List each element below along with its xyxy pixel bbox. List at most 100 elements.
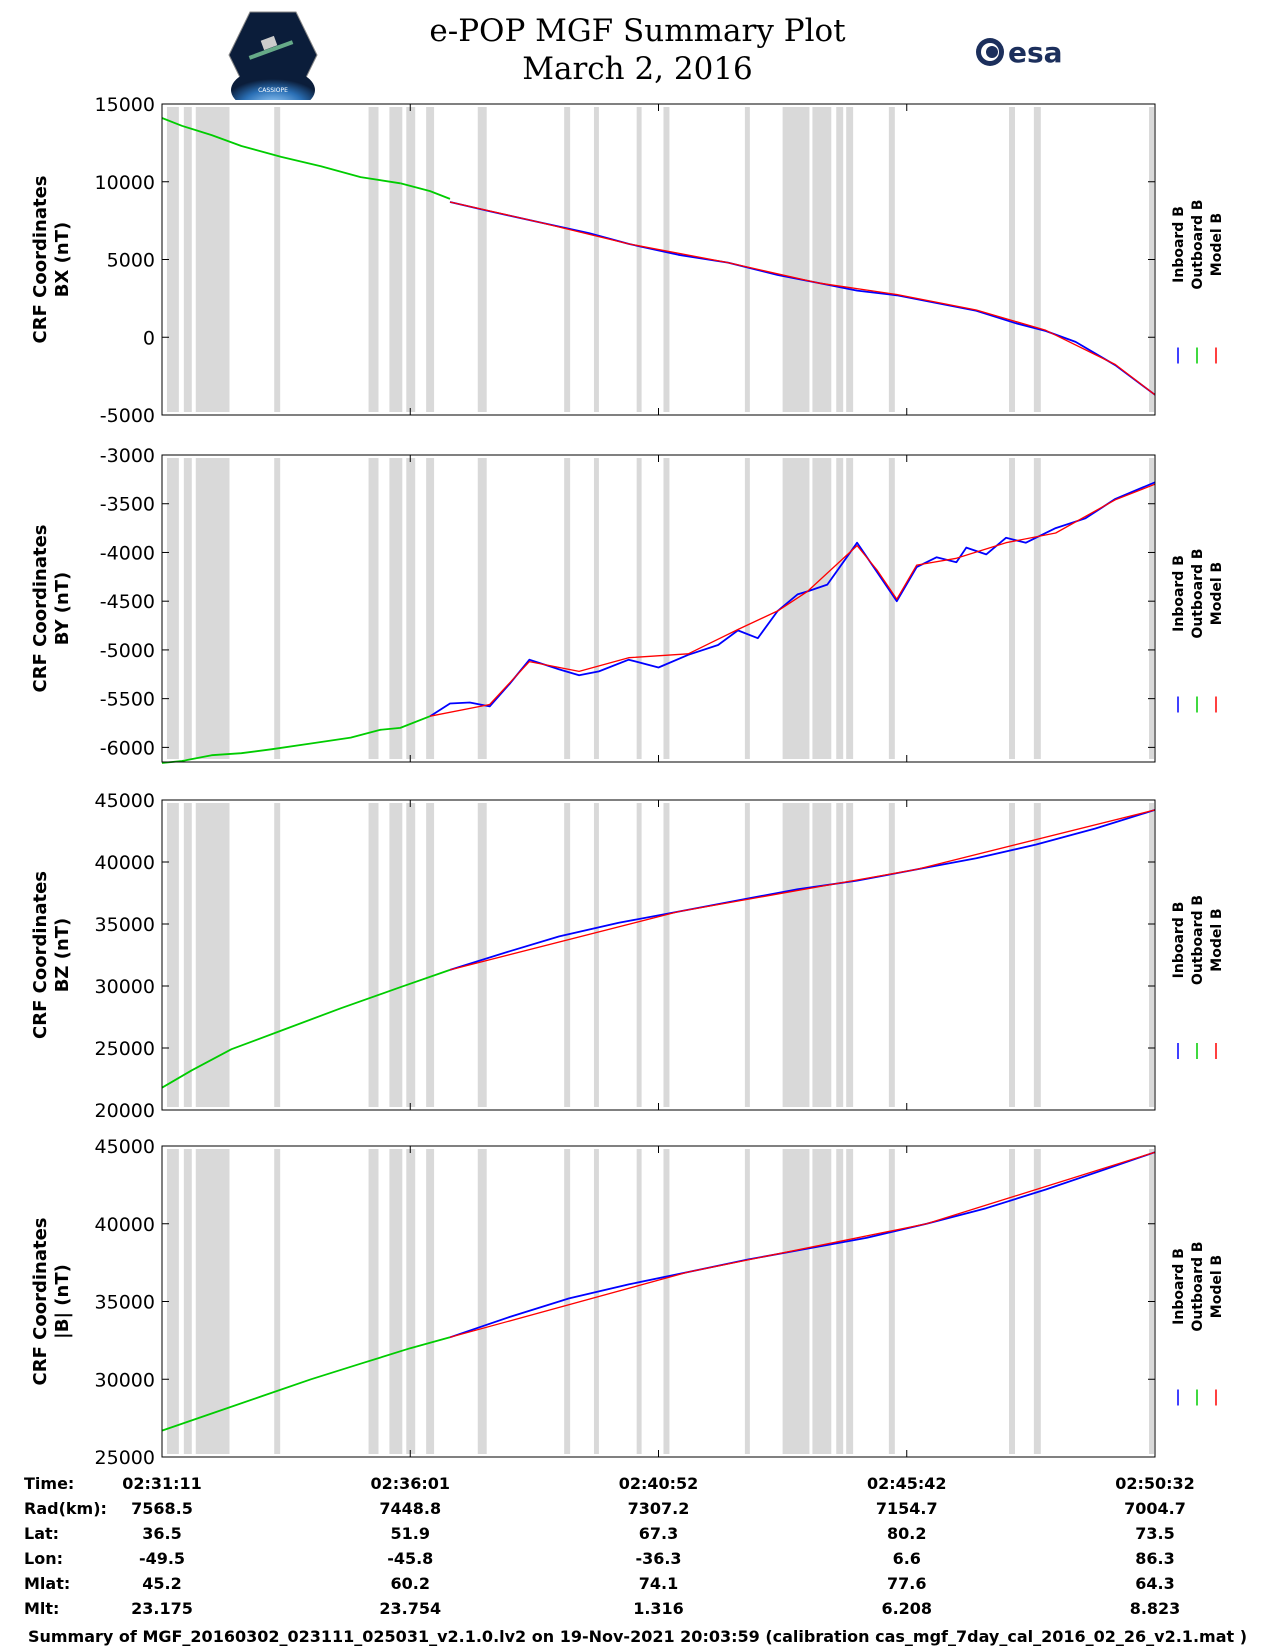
y-axis-label-line-2: |B| (nT) bbox=[52, 1264, 73, 1339]
y-tick-label: -3000 bbox=[100, 445, 155, 467]
data-gap bbox=[1149, 803, 1155, 1107]
data-gap bbox=[166, 458, 179, 759]
data-gap bbox=[888, 107, 895, 412]
esa-logo: esa bbox=[976, 36, 1063, 69]
data-gap bbox=[1009, 1149, 1015, 1454]
data-gap bbox=[593, 458, 599, 759]
esa-logo-text: esa bbox=[1008, 36, 1063, 69]
y-axis-label-line-1: CRF Coordinates bbox=[30, 176, 51, 344]
series-line-model-b bbox=[449, 201, 1156, 396]
y-tick-label: 30000 bbox=[95, 976, 155, 998]
data-gap bbox=[195, 1149, 230, 1454]
data-gap bbox=[1149, 458, 1155, 759]
y-tick-label: 45000 bbox=[95, 790, 155, 812]
ephemeris-value: 8.823 bbox=[1129, 1599, 1181, 1618]
ephemeris-value: 02:40:52 bbox=[618, 1474, 699, 1493]
y-tick-label: 15000 bbox=[95, 94, 155, 116]
data-gap bbox=[663, 107, 670, 412]
y-tick-label: 35000 bbox=[95, 1292, 155, 1314]
y-tick-label: 45000 bbox=[95, 1136, 155, 1158]
y-tick-label: 40000 bbox=[95, 1214, 155, 1236]
series-line-outboard-b bbox=[161, 969, 451, 1089]
data-gap bbox=[1009, 107, 1015, 412]
data-gap bbox=[744, 458, 750, 759]
ephemeris-value: 67.3 bbox=[638, 1524, 679, 1543]
data-gap bbox=[663, 458, 670, 759]
data-gap bbox=[183, 803, 192, 1107]
data-gap bbox=[846, 1149, 854, 1454]
y-tick-label: -4000 bbox=[100, 542, 155, 564]
cassiope-logo: CASSIOPE bbox=[228, 11, 318, 100]
ephemeris-value: 80.2 bbox=[887, 1524, 927, 1543]
data-gap bbox=[663, 1149, 670, 1454]
footer-caption: Summary of MGF_20160302_023111_025031_v2… bbox=[27, 1627, 1248, 1646]
data-gap bbox=[368, 458, 379, 759]
y-tick-label: 25000 bbox=[95, 1038, 155, 1060]
legend-label: Model B bbox=[1209, 213, 1225, 276]
y-tick-label: 20000 bbox=[95, 1100, 155, 1122]
y-tick-label: 35000 bbox=[95, 914, 155, 936]
data-gap bbox=[782, 107, 810, 412]
panel-1: 15000 10000 5000 0 -5000 CRF CoordinatesBX (n… bbox=[30, 94, 1225, 427]
data-gap bbox=[183, 1149, 192, 1454]
data-gap bbox=[564, 1149, 571, 1454]
legend-label: Outboard B bbox=[1190, 895, 1206, 985]
data-gap bbox=[564, 107, 571, 412]
series-line-inboard-b bbox=[449, 809, 1156, 971]
y-axis-label: CRF Coordinates|B| (nT) bbox=[30, 1218, 73, 1386]
series-line-model-b bbox=[429, 483, 1156, 717]
data-gap bbox=[744, 1149, 750, 1454]
ephemeris-value: 02:50:32 bbox=[1115, 1474, 1195, 1493]
y-axis-label: CRF CoordinatesBZ (nT) bbox=[30, 871, 73, 1039]
ephemeris-value: 51.9 bbox=[390, 1524, 430, 1543]
data-gap bbox=[744, 107, 750, 412]
data-gap bbox=[389, 803, 403, 1107]
y-axis-label-line-2: BX (nT) bbox=[52, 222, 73, 297]
legend-label: Model B bbox=[1209, 908, 1225, 971]
ephemeris-value: 7154.7 bbox=[875, 1499, 938, 1518]
series-line-outboard-b bbox=[161, 1336, 451, 1432]
y-tick-label: -4500 bbox=[100, 591, 155, 613]
data-gap bbox=[812, 107, 832, 412]
plot-frame bbox=[161, 1145, 1156, 1458]
data-gap bbox=[744, 803, 750, 1107]
data-gap bbox=[166, 107, 179, 412]
data-gap bbox=[426, 1149, 435, 1454]
data-gap bbox=[166, 1149, 179, 1454]
ephemeris-value: 7307.2 bbox=[627, 1499, 690, 1518]
data-gap bbox=[1009, 803, 1015, 1107]
y-axis-label: CRF CoordinatesBX (nT) bbox=[30, 176, 73, 344]
series-line-inboard-b bbox=[449, 1151, 1156, 1339]
data-gap bbox=[406, 803, 416, 1107]
plot-title: e-POP MGF Summary Plot March 2, 2016 bbox=[0, 12, 1275, 88]
data-gap bbox=[1009, 458, 1015, 759]
title-line-2: March 2, 2016 bbox=[522, 51, 753, 87]
y-tick-label: 30000 bbox=[95, 1369, 155, 1391]
ephemeris-value: 73.5 bbox=[1135, 1524, 1175, 1543]
data-gap bbox=[846, 458, 854, 759]
data-gap bbox=[368, 1149, 379, 1454]
data-gap bbox=[274, 458, 281, 759]
legend-label: Inboard B bbox=[1171, 902, 1187, 979]
ephemeris-value: 64.3 bbox=[1135, 1574, 1175, 1593]
ephemeris-value: 02:45:42 bbox=[866, 1474, 947, 1493]
data-gap bbox=[477, 458, 487, 759]
data-gap bbox=[426, 458, 435, 759]
data-gap bbox=[406, 1149, 416, 1454]
data-gap bbox=[406, 107, 416, 412]
ephemeris-value: 7448.8 bbox=[379, 1499, 442, 1518]
ephemeris-value: -45.8 bbox=[387, 1549, 434, 1568]
data-gap bbox=[636, 803, 642, 1107]
data-gap bbox=[477, 803, 487, 1107]
data-gap bbox=[593, 803, 599, 1107]
panel-2: -3000 -3500 -4000 -4500 -5000 -5500 -6000 CRF C… bbox=[30, 445, 1225, 764]
data-gap bbox=[1033, 107, 1041, 412]
y-tick-label: 40000 bbox=[95, 852, 155, 874]
data-gap bbox=[426, 803, 435, 1107]
cassiope-logo-text: CASSIOPE bbox=[258, 87, 288, 94]
data-gap bbox=[195, 803, 230, 1107]
data-gap bbox=[636, 458, 642, 759]
data-gap bbox=[782, 458, 810, 759]
panel-4: 45000 40000 35000 30000 25000 CRF Coordinates… bbox=[30, 1136, 1225, 1469]
data-gap bbox=[368, 107, 379, 412]
